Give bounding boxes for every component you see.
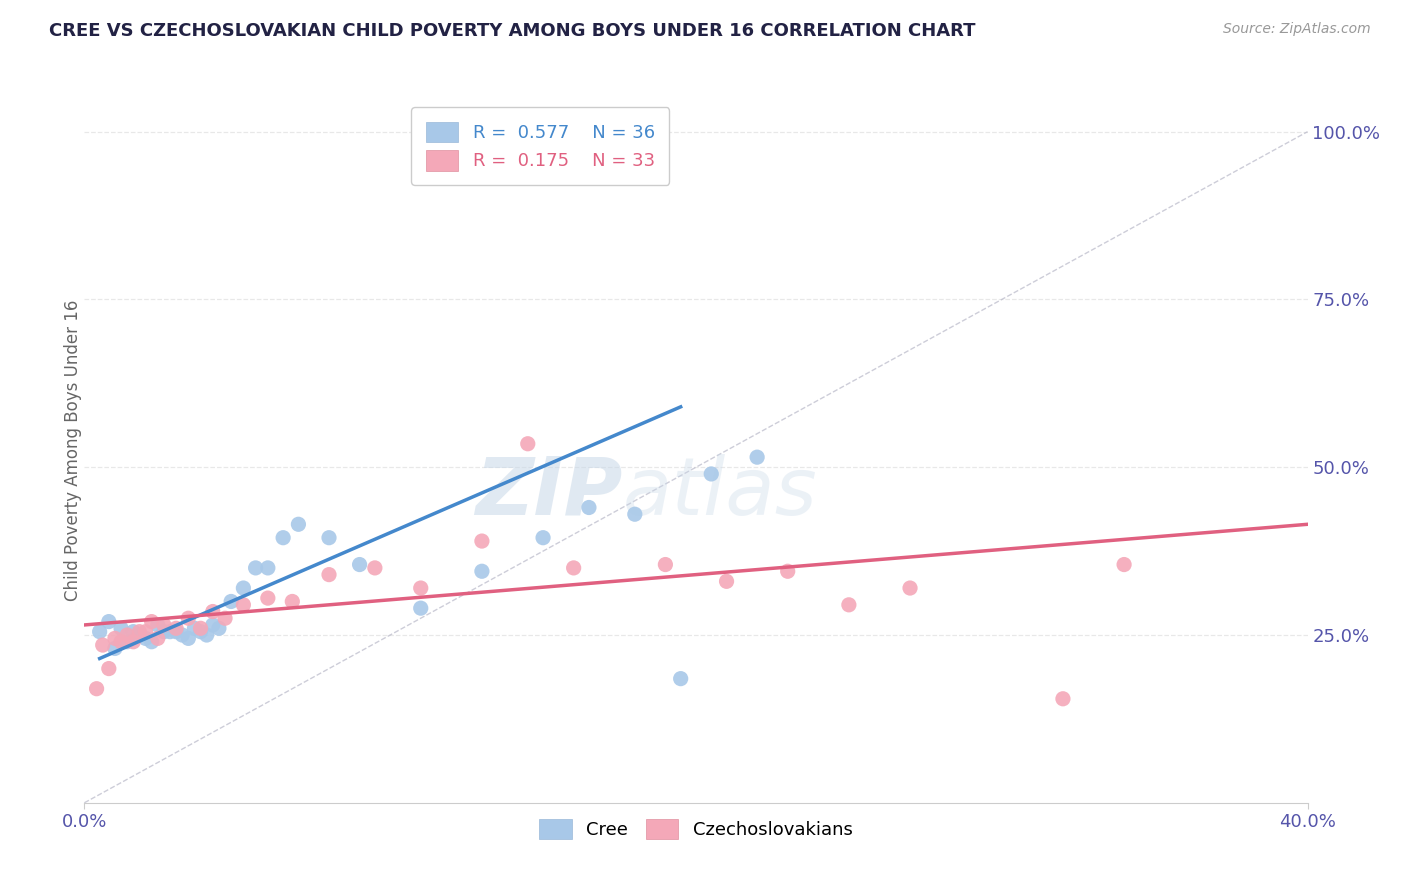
Point <box>153 618 176 632</box>
Point <box>146 618 169 632</box>
Point <box>86 681 108 696</box>
Point <box>409 601 432 615</box>
Point <box>91 638 114 652</box>
Point <box>153 624 176 639</box>
Point <box>135 632 157 646</box>
Point <box>110 621 132 635</box>
Y-axis label: Child Poverty Among Boys Under 16: Child Poverty Among Boys Under 16 <box>65 300 82 601</box>
Point <box>349 558 371 572</box>
Point <box>232 598 254 612</box>
Point <box>115 634 138 648</box>
Point <box>165 621 187 635</box>
Point <box>141 634 163 648</box>
Text: atlas: atlas <box>623 454 817 532</box>
Point <box>1052 691 1074 706</box>
Point <box>776 564 799 578</box>
Point <box>838 598 860 612</box>
Point <box>245 561 267 575</box>
Point <box>747 450 769 465</box>
Point <box>716 574 738 589</box>
Point <box>562 561 585 575</box>
Point <box>97 615 120 629</box>
Point <box>208 621 231 635</box>
Point <box>287 517 309 532</box>
Point <box>531 531 554 545</box>
Point <box>159 624 181 639</box>
Point <box>516 436 538 450</box>
Point <box>281 594 304 608</box>
Point <box>89 624 111 639</box>
Point <box>172 628 194 642</box>
Point <box>122 634 145 648</box>
Point <box>183 621 205 635</box>
Point <box>141 615 163 629</box>
Point <box>219 594 242 608</box>
Point <box>214 611 236 625</box>
Point <box>122 624 145 639</box>
Point <box>409 581 432 595</box>
Point <box>146 632 169 646</box>
Text: Source: ZipAtlas.com: Source: ZipAtlas.com <box>1223 22 1371 37</box>
Point <box>700 467 723 481</box>
Point <box>318 531 340 545</box>
Point <box>364 561 387 575</box>
Point <box>898 581 921 595</box>
Point <box>232 581 254 595</box>
Point <box>669 672 692 686</box>
Point <box>257 591 280 606</box>
Point <box>190 621 212 635</box>
Point <box>271 531 294 545</box>
Point <box>654 558 676 572</box>
Point <box>135 624 157 639</box>
Point <box>115 628 138 642</box>
Point <box>128 628 150 642</box>
Point <box>471 564 494 578</box>
Point <box>97 662 120 676</box>
Point <box>318 567 340 582</box>
Point <box>1114 558 1136 572</box>
Point <box>165 624 187 639</box>
Point <box>201 605 224 619</box>
Point <box>104 632 127 646</box>
Point <box>624 507 647 521</box>
Point <box>201 618 224 632</box>
Point <box>195 628 218 642</box>
Text: ZIP: ZIP <box>475 454 623 532</box>
Point <box>190 624 212 639</box>
Legend: Cree, Czechoslovakians: Cree, Czechoslovakians <box>531 812 860 847</box>
Point <box>177 632 200 646</box>
Point <box>110 634 132 648</box>
Point <box>128 624 150 639</box>
Point <box>578 500 600 515</box>
Point <box>104 641 127 656</box>
Point <box>257 561 280 575</box>
Text: CREE VS CZECHOSLOVAKIAN CHILD POVERTY AMONG BOYS UNDER 16 CORRELATION CHART: CREE VS CZECHOSLOVAKIAN CHILD POVERTY AM… <box>49 22 976 40</box>
Point <box>177 611 200 625</box>
Point <box>471 534 494 549</box>
